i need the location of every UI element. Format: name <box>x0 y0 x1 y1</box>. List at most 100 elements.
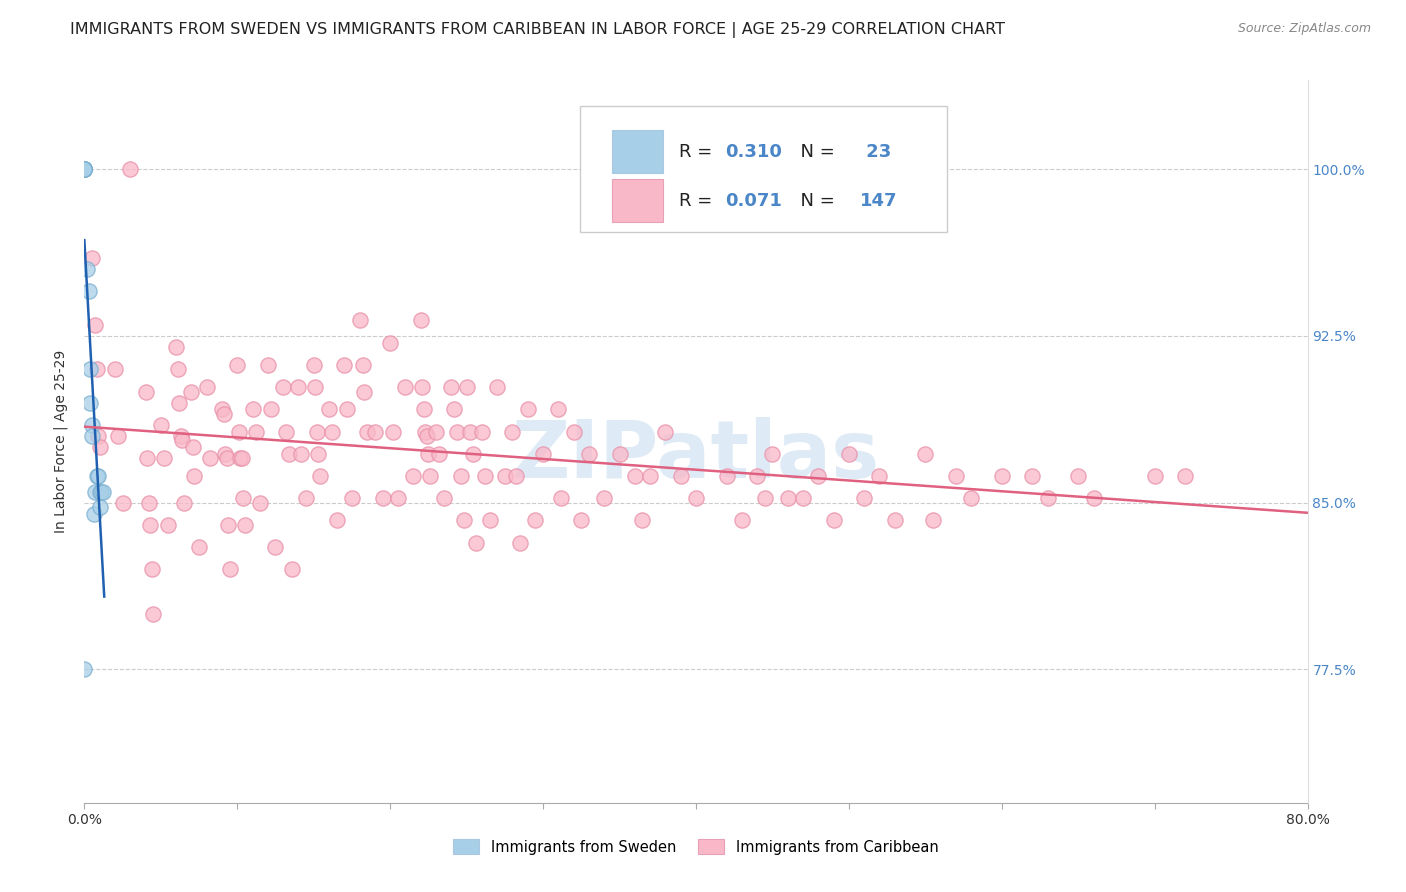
Point <box>638 469 661 483</box>
Point <box>461 447 484 461</box>
Point <box>217 517 239 532</box>
Point <box>139 517 162 532</box>
Point <box>562 425 585 439</box>
Text: Source: ZipAtlas.com: Source: ZipAtlas.com <box>1237 22 1371 36</box>
Point <box>86 362 108 376</box>
Point <box>172 434 194 448</box>
Point <box>807 469 830 483</box>
Text: 0.071: 0.071 <box>725 192 782 210</box>
Point <box>550 491 572 506</box>
Point <box>593 491 616 506</box>
Point <box>80 417 103 432</box>
Point <box>107 429 129 443</box>
Text: N =: N = <box>789 143 841 161</box>
Point <box>356 425 378 439</box>
Point <box>1036 491 1059 506</box>
Point <box>111 496 134 510</box>
Point <box>173 496 195 510</box>
Point <box>214 447 236 461</box>
Point <box>371 491 394 506</box>
Point <box>242 402 264 417</box>
Point <box>352 358 374 372</box>
Point <box>419 469 441 483</box>
Point <box>260 402 283 417</box>
Point <box>654 425 676 439</box>
Point <box>84 318 107 332</box>
Point <box>409 313 432 327</box>
Point <box>761 447 783 461</box>
Point <box>170 429 193 443</box>
Point <box>418 447 440 461</box>
Point <box>73 162 96 177</box>
Point <box>412 402 434 417</box>
Point <box>416 429 439 443</box>
Point <box>402 469 425 483</box>
Point <box>509 535 531 549</box>
Point <box>89 500 111 515</box>
Point <box>73 162 96 177</box>
Point <box>157 517 180 532</box>
Point <box>281 562 304 576</box>
Point <box>471 425 494 439</box>
Point <box>231 451 253 466</box>
Point <box>215 451 238 466</box>
Point <box>141 562 163 576</box>
Point <box>73 162 96 177</box>
Point <box>1067 469 1090 483</box>
Point <box>228 425 250 439</box>
Point <box>77 285 100 299</box>
Point <box>1021 469 1043 483</box>
Point <box>325 513 347 527</box>
Point <box>364 425 387 439</box>
Point <box>453 513 475 527</box>
Point <box>505 469 527 483</box>
Point <box>91 484 114 499</box>
Point <box>838 447 860 461</box>
Point <box>257 358 280 372</box>
Point <box>1174 469 1197 483</box>
Point <box>478 513 501 527</box>
Text: R =: R = <box>679 143 718 161</box>
Point <box>165 340 187 354</box>
Text: 0.310: 0.310 <box>725 143 782 161</box>
Point <box>450 469 472 483</box>
Point <box>336 402 359 417</box>
Point <box>349 313 371 327</box>
Point <box>440 380 463 394</box>
Point <box>218 562 240 576</box>
Point <box>304 380 326 394</box>
Point <box>198 451 221 466</box>
Point <box>135 384 157 399</box>
Point <box>869 469 891 483</box>
Point <box>792 491 814 506</box>
Point <box>181 440 204 454</box>
Point <box>387 491 409 506</box>
Y-axis label: In Labor Force | Age 25-29: In Labor Force | Age 25-29 <box>53 350 69 533</box>
FancyBboxPatch shape <box>579 105 946 232</box>
Point <box>212 407 235 421</box>
Point <box>287 380 309 394</box>
Point <box>922 513 945 527</box>
Point <box>318 402 340 417</box>
Text: 147: 147 <box>860 192 897 210</box>
Point <box>87 429 110 443</box>
Point <box>89 440 111 454</box>
Point <box>188 540 211 554</box>
Point <box>960 491 983 506</box>
Point <box>433 491 456 506</box>
Point <box>425 425 447 439</box>
Point <box>474 469 496 483</box>
Point <box>631 513 654 527</box>
Point <box>80 251 103 265</box>
Point <box>153 451 176 466</box>
Point <box>308 469 330 483</box>
Point <box>446 425 468 439</box>
Text: R =: R = <box>679 192 718 210</box>
Point <box>276 425 298 439</box>
Point <box>853 491 876 506</box>
Point <box>991 469 1014 483</box>
Point <box>166 362 188 376</box>
Point <box>290 447 312 461</box>
Text: 23: 23 <box>860 143 891 161</box>
Text: IMMIGRANTS FROM SWEDEN VS IMMIGRANTS FROM CARIBBEAN IN LABOR FORCE | AGE 25-29 C: IMMIGRANTS FROM SWEDEN VS IMMIGRANTS FRO… <box>70 22 1005 38</box>
